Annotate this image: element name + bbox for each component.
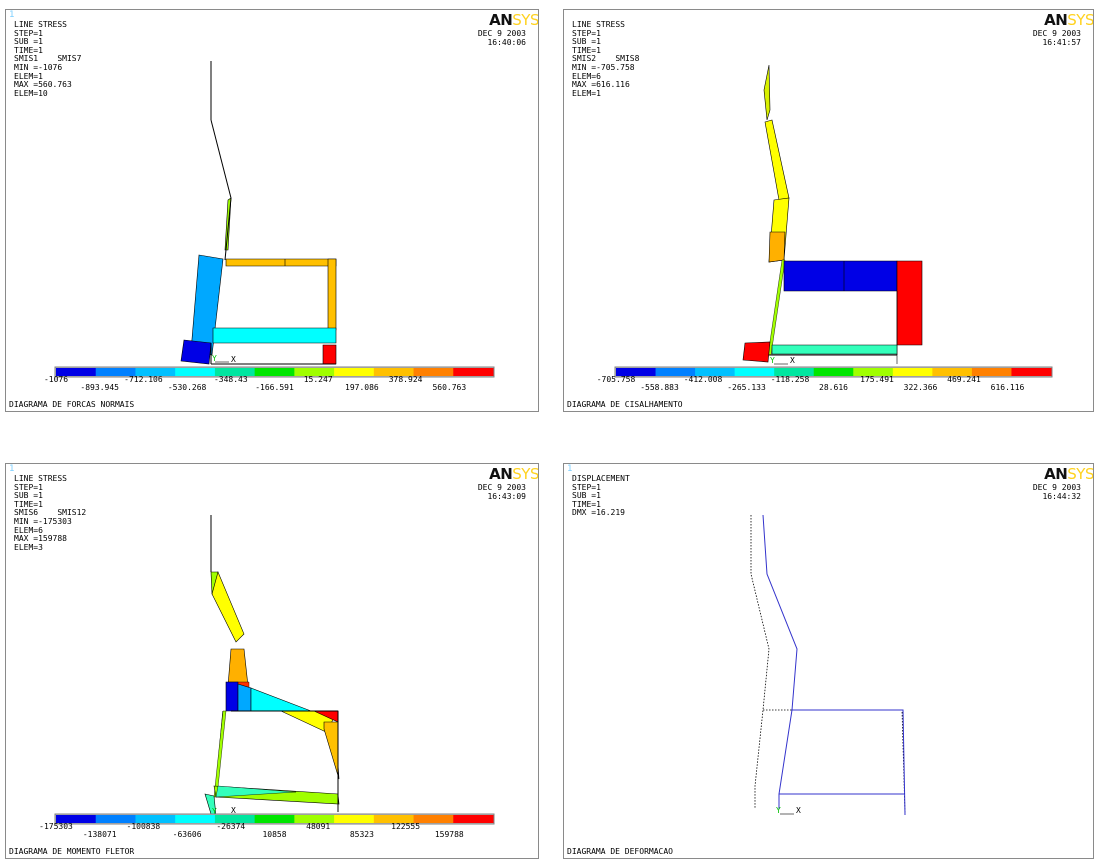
legend-label: 28.616 <box>819 383 848 392</box>
panel-deformation: Y X 1 DISPLACEMENT STEP=1 SUB =1 TIME=1 DMX … <box>563 463 1094 859</box>
info-block: DISPLACEMENT STEP=1 SUB =1 TIME=1 DMX =16.21… <box>572 475 630 518</box>
legend-swatch <box>1011 368 1051 376</box>
legend-label: -1076 <box>44 375 68 384</box>
legend-label: 122555 <box>391 822 420 831</box>
legend-label: -412.008 <box>684 375 723 384</box>
frame-diagram-deformation: Y X <box>564 464 1094 859</box>
x-axis-label: X <box>231 355 236 364</box>
ansys-logo: ANSYS <box>1044 465 1094 483</box>
diagram-caption: DIAGRAMA DE DEFORMACAO <box>567 847 673 856</box>
legend-swatch <box>334 815 374 823</box>
legend-label: -893.945 <box>80 383 119 392</box>
legend-label: -175303 <box>39 822 73 831</box>
y-axis-label: Y <box>770 356 775 365</box>
info-block: LINE STRESS STEP=1 SUB =1 TIME=1 SMIS6 SMIS1… <box>14 475 86 552</box>
timestamp: DEC 9 2003 16:40:06 <box>478 30 526 47</box>
legend-label: 10858 <box>262 830 286 839</box>
legend-label: 560.763 <box>432 383 466 392</box>
ansys-logo: ANSYS <box>489 11 539 29</box>
legend-swatch <box>453 368 493 376</box>
legend-swatch <box>255 815 295 823</box>
legend-swatch <box>453 815 493 823</box>
legend-label: 469.241 <box>947 375 981 384</box>
panel-bending-moment: Y X 1 LINE STRESS STEP=1 SUB =1 TIME=1 SMIS6… <box>5 463 539 859</box>
info-line: DMX =16.219 <box>572 509 630 518</box>
panel-normal-forces: Y X 1 LINE STRESS STEP=1 SUB =1 TIME=1 SMIS1… <box>5 9 539 412</box>
legend-label: 322.366 <box>904 383 938 392</box>
legend-label: 85323 <box>350 830 374 839</box>
legend-swatch <box>175 815 215 823</box>
frame-diagram-shear: Y X <box>564 10 1094 412</box>
timestamp: DEC 9 2003 16:41:57 <box>1033 30 1081 47</box>
timestamp: DEC 9 2003 16:43:09 <box>478 484 526 501</box>
diagram-caption: DIAGRAMA DE FORCAS NORMAIS <box>9 400 134 409</box>
legend-label: -348.43 <box>214 375 248 384</box>
diagram-caption: DIAGRAMA DE CISALHAMENTO <box>567 400 683 409</box>
legend-swatch <box>255 368 295 376</box>
diagram-caption: DIAGRAMA DE MOMENTO FLETOR <box>9 847 134 856</box>
info-line: ELEM=1 <box>572 90 639 99</box>
ansys-logo: ANSYS <box>1044 11 1094 29</box>
legend-label: -558.883 <box>640 383 679 392</box>
legend-swatch <box>735 368 775 376</box>
legend-label: 48091 <box>306 822 330 831</box>
window-number: 1 <box>9 464 14 474</box>
legend-label: -265.133 <box>727 383 766 392</box>
x-axis-label: X <box>796 806 801 815</box>
legend-label: -26374 <box>216 822 245 831</box>
window-number: 1 <box>567 464 572 474</box>
info-block: LINE STRESS STEP=1 SUB =1 TIME=1 SMIS2 SMIS8… <box>572 21 639 98</box>
legend-label: -705.758 <box>597 375 636 384</box>
legend-label: -63606 <box>173 830 202 839</box>
info-block: LINE STRESS STEP=1 SUB =1 TIME=1 SMIS1 SMIS7… <box>14 21 81 98</box>
legend-label: -712.106 <box>124 375 163 384</box>
legend-label: -118.258 <box>771 375 810 384</box>
legend-label: 378.924 <box>389 375 423 384</box>
info-line: ELEM=3 <box>14 544 86 553</box>
y-axis-label: Y <box>212 354 217 363</box>
legend-label: 159788 <box>435 830 464 839</box>
legend-swatch <box>175 368 215 376</box>
panel-shear: Y X LINE STRESS STEP=1 SUB =1 TIME=1 SMIS2 S… <box>563 9 1094 412</box>
legend-label: -530.268 <box>168 383 207 392</box>
legend-label: 616.116 <box>991 383 1025 392</box>
window-number: 1 <box>9 10 14 20</box>
legend-label: -138071 <box>83 830 117 839</box>
timestamp: DEC 9 2003 16:44:32 <box>1033 484 1081 501</box>
legend-label: 197.086 <box>345 383 379 392</box>
legend-label: -100838 <box>127 822 161 831</box>
legend-swatch <box>814 368 854 376</box>
frame-diagram-normal-forces: Y X <box>6 10 539 412</box>
legend-swatch <box>893 368 933 376</box>
legend-label: -166.591 <box>255 383 294 392</box>
ansys-logo: ANSYS <box>489 465 539 483</box>
y-axis-label: Y <box>776 806 781 815</box>
info-line: ELEM=10 <box>14 90 81 99</box>
legend-label: 15.247 <box>304 375 333 384</box>
legend-label: 175.491 <box>860 375 894 384</box>
legend-swatch <box>334 368 374 376</box>
x-axis-label: X <box>790 356 795 365</box>
